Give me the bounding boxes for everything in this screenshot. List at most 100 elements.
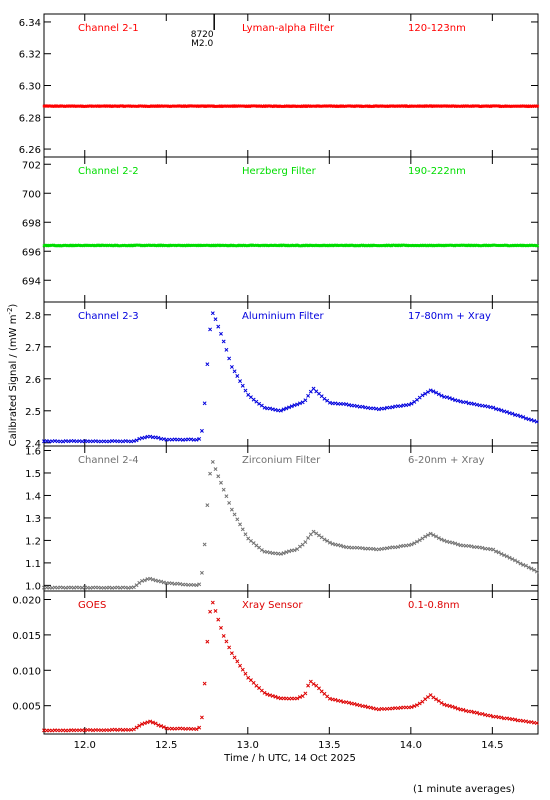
data-point xyxy=(194,583,199,588)
data-point xyxy=(333,542,338,547)
data-point xyxy=(325,538,330,543)
data-point xyxy=(428,388,433,393)
data-point xyxy=(496,550,501,555)
data-point xyxy=(240,667,245,672)
data-point xyxy=(499,715,504,720)
data-point xyxy=(112,585,117,590)
data-point xyxy=(270,407,275,412)
data-point xyxy=(534,721,539,726)
data-point xyxy=(374,406,379,411)
panel-3: 2.4 2.5 2.6 2.7 2.8 Channel 2-3 Aluminium Filt… xyxy=(25,301,539,450)
data-point xyxy=(50,439,55,444)
averaging-note: (1 minute averages) xyxy=(413,784,515,795)
data-point xyxy=(532,418,537,423)
data-point xyxy=(502,716,507,721)
data-point xyxy=(306,683,311,688)
data-point xyxy=(268,406,272,411)
data-point xyxy=(202,401,207,406)
data-point xyxy=(327,400,332,405)
y-tick-label: 698 xyxy=(22,218,41,229)
data-point xyxy=(164,437,169,442)
data-point xyxy=(393,404,398,409)
data-point xyxy=(308,389,313,394)
data-point xyxy=(412,541,417,546)
data-point xyxy=(325,694,330,699)
data-point xyxy=(379,546,384,551)
data-point xyxy=(534,569,539,574)
filter-label: Aluminium Filter xyxy=(242,311,325,322)
data-point xyxy=(450,397,455,401)
data-point xyxy=(278,408,283,413)
y-tick-label: 1.3 xyxy=(25,514,41,525)
data-point xyxy=(395,706,400,711)
data-point xyxy=(434,534,439,539)
data-point xyxy=(445,703,449,708)
data-point xyxy=(420,536,425,541)
data-point xyxy=(374,706,379,711)
data-point xyxy=(336,543,341,548)
data-point xyxy=(434,390,439,395)
data-point xyxy=(442,702,447,707)
data-point xyxy=(71,585,76,590)
data-point xyxy=(436,392,441,397)
data-point xyxy=(338,699,343,703)
data-point xyxy=(447,704,452,708)
data-point xyxy=(221,633,226,638)
series-points xyxy=(42,600,539,733)
data-point xyxy=(300,542,305,547)
data-point xyxy=(202,681,207,686)
data-point xyxy=(159,579,164,584)
data-point xyxy=(148,719,153,724)
data-point xyxy=(224,347,229,352)
data-point xyxy=(63,585,68,590)
data-point xyxy=(303,540,308,544)
data-point xyxy=(289,548,294,553)
data-point xyxy=(66,728,71,733)
data-point xyxy=(311,386,316,391)
data-point xyxy=(360,546,365,551)
data-point xyxy=(526,417,531,422)
data-point xyxy=(327,696,332,701)
data-point xyxy=(287,696,291,701)
data-point xyxy=(251,541,256,546)
data-point xyxy=(425,533,430,537)
data-point xyxy=(447,540,452,545)
panel-frame xyxy=(43,156,539,303)
filter-label: Xray Sensor xyxy=(242,600,303,611)
x-tick-label: 14.5 xyxy=(481,740,503,751)
data-point xyxy=(507,555,512,560)
x-tick-label: 13.5 xyxy=(318,740,340,751)
data-point xyxy=(474,402,479,407)
data-point xyxy=(376,707,381,712)
data-point xyxy=(314,683,319,688)
data-point xyxy=(502,409,507,414)
data-point xyxy=(259,548,264,553)
data-point xyxy=(382,707,387,711)
data-point xyxy=(145,577,150,582)
data-point xyxy=(224,639,229,644)
data-point xyxy=(131,439,136,443)
data-point xyxy=(406,705,411,710)
data-point xyxy=(153,721,158,726)
x-tick-label: 12.5 xyxy=(155,740,177,751)
data-point xyxy=(526,565,531,570)
data-point xyxy=(297,544,302,549)
data-point xyxy=(50,585,55,590)
data-point xyxy=(142,578,147,583)
data-point xyxy=(118,585,123,590)
data-point xyxy=(156,723,161,728)
y-tick-label: 2.7 xyxy=(25,343,41,354)
x-tick-label: 14.0 xyxy=(400,740,422,751)
data-point xyxy=(469,401,474,406)
band-label: 6-20nm + Xray xyxy=(408,455,485,466)
data-point xyxy=(137,723,142,728)
data-point xyxy=(532,567,537,572)
data-point xyxy=(240,527,245,532)
data-point xyxy=(357,703,362,708)
data-point xyxy=(352,701,357,706)
data-point xyxy=(436,698,441,703)
data-point xyxy=(219,625,223,630)
data-point xyxy=(306,393,311,398)
data-point xyxy=(382,546,387,551)
data-point xyxy=(88,585,93,590)
